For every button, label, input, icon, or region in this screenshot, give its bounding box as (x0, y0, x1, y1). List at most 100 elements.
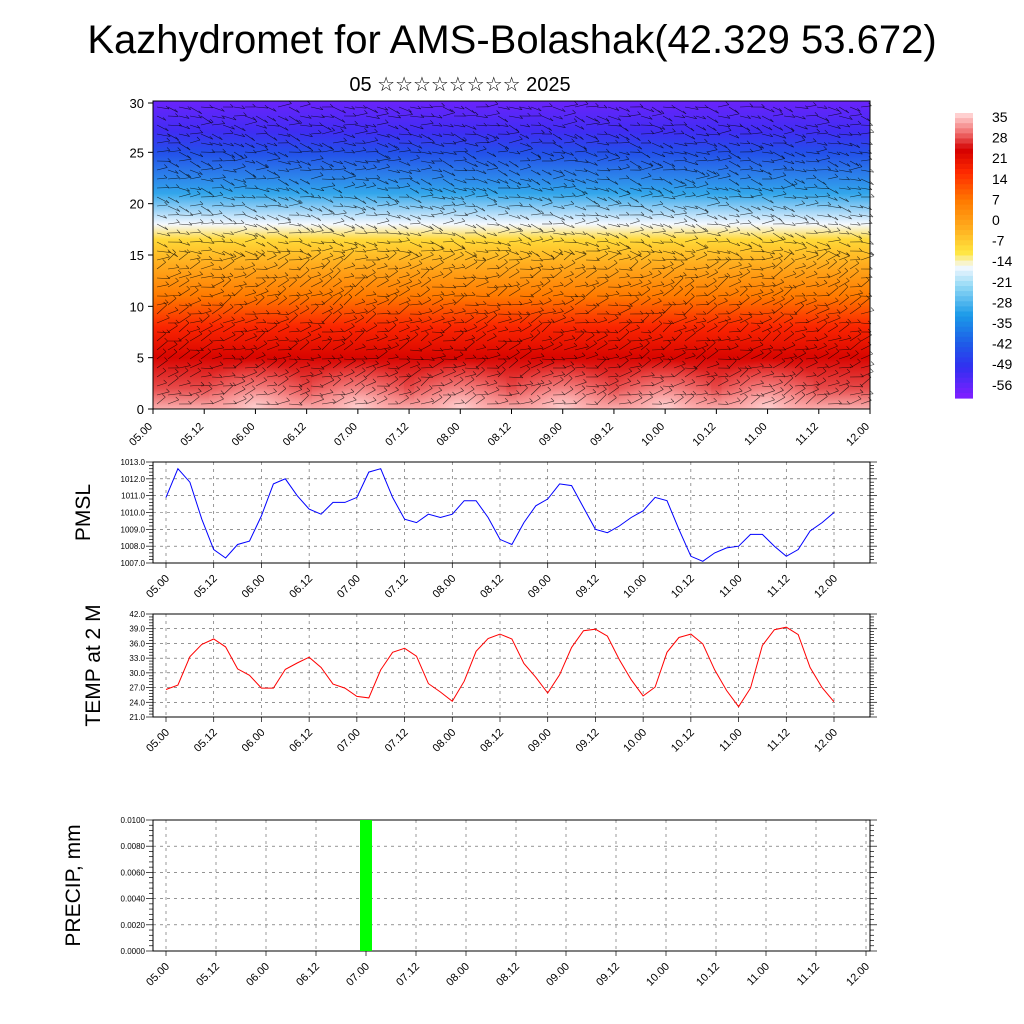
y-axis-label: PMSL (72, 484, 95, 541)
colorbar-swatch (955, 306, 973, 313)
x-tick-label: 10.00 (621, 727, 649, 755)
x-tick-label: 07.12 (383, 421, 411, 449)
y-tick-label: 0.0080 (121, 842, 146, 851)
colorbar-swatch (955, 138, 973, 145)
x-tick-label: 11.00 (717, 573, 744, 600)
colorbar-swatch (955, 347, 973, 353)
colorbar-label: -35 (992, 315, 1012, 331)
x-tick-label: 07.00 (332, 421, 360, 449)
y-tick-label: 0 (137, 402, 144, 417)
x-tick-label: 08.00 (430, 727, 458, 755)
y-tick-label: 0.0000 (121, 947, 146, 956)
x-tick-label: 06.00 (230, 421, 258, 449)
colorbar-label: 21 (992, 150, 1008, 166)
pmsl-series-line (165, 467, 835, 562)
temp-panel: 21.0 24.0 27.0 30.0 33.0 36.0 39.0 42.0 05.00 05.… (82, 604, 877, 755)
colorbar-swatch (955, 148, 973, 155)
colorbar-swatch (955, 270, 973, 277)
y-tick-label: 30.0 (129, 669, 145, 678)
colorbar-swatch (955, 113, 973, 119)
x-tick-label: 07.12 (383, 573, 411, 601)
x-tick-label: 12.00 (844, 961, 872, 989)
y-tick-label: 1009.0 (121, 525, 146, 534)
colorbar-swatch (955, 250, 973, 257)
colorbar-swatch (955, 387, 973, 394)
x-tick-label: 08.12 (478, 727, 506, 755)
x-tick-label: 12.00 (812, 727, 840, 755)
colorbar-swatch (955, 189, 973, 196)
grid (153, 461, 870, 564)
colorbar-swatch (955, 168, 973, 175)
x-tick-label: 10.00 (644, 961, 672, 989)
grid (153, 819, 870, 952)
x-tick-label: 10.12 (669, 727, 697, 755)
colorbar-label: -14 (992, 253, 1012, 269)
x-tick-label: 08.12 (486, 421, 514, 449)
y-tick-label: 5 (137, 351, 144, 366)
colorbar-swatch (955, 331, 973, 338)
colorbar-swatch (955, 128, 973, 134)
colorbar-label: -42 (992, 336, 1012, 352)
y-tick-label: 0.0020 (121, 921, 146, 930)
colorbar-swatch (955, 255, 973, 262)
colorbar-swatch (955, 214, 973, 221)
warm-surface-area (619, 339, 712, 409)
colorbar-label: 0 (992, 212, 1000, 228)
x-tick-label: 07.00 (344, 961, 372, 989)
x-tick-label: 09.00 (526, 573, 554, 601)
colorbar-swatch (955, 336, 973, 343)
x-tick-label: 09.12 (574, 573, 602, 601)
colorbar-swatch (955, 291, 973, 297)
y-tick-label: 1008.0 (121, 542, 146, 551)
x-tick-label: 09.00 (526, 727, 554, 755)
colorbar-swatch (955, 367, 973, 374)
colorbar-swatch (955, 321, 973, 328)
x-tick-label: 05.12 (192, 727, 220, 755)
grid (153, 613, 870, 718)
temp-series-line (165, 626, 835, 708)
plot-frame (152, 819, 871, 952)
x-tick-label: 11.00 (742, 421, 769, 448)
colorbar-swatch (955, 372, 973, 379)
chart-subtitle: 05 ☆☆☆☆☆☆☆☆ 2025 (349, 74, 571, 96)
x-tick-label: 08.12 (494, 961, 522, 989)
colorbar-label: 7 (992, 191, 1000, 207)
x-tick-label: 10.12 (669, 573, 697, 601)
colorbar-label: 28 (992, 130, 1008, 146)
x-tick-label: 08.00 (430, 573, 458, 601)
x-tick-label: 09.12 (594, 961, 622, 989)
x-tick-label: 07.12 (383, 727, 411, 755)
x-tick-label: 10.12 (694, 961, 722, 989)
y-axis-label: TEMP at 2 M (82, 604, 105, 726)
colorbar-label: 14 (992, 171, 1008, 187)
x-tick-label: 08.00 (434, 421, 462, 449)
colorbar-swatch (955, 204, 973, 211)
x-tick-label: 10.00 (639, 421, 667, 449)
colorbar-swatch (955, 296, 973, 302)
colorbar-label: -7 (992, 233, 1005, 249)
colorbar-swatch (955, 224, 973, 231)
colorbar-swatch (955, 133, 973, 140)
x-tick-label: 06.12 (287, 573, 315, 601)
colorbar-swatch (955, 357, 973, 363)
warm-surface-area (311, 339, 404, 409)
y-tick-label: 1011.0 (121, 492, 145, 501)
y-tick-label: 20 (130, 197, 144, 212)
colorbar-swatch (955, 174, 973, 180)
colorbar-swatch (955, 194, 973, 201)
x-tick-label: 05.12 (192, 573, 220, 601)
colorbar: 35 28 21 14 7 0 -7 -14 -21 -28 -35 -42 -49 -56 (955, 109, 1012, 399)
y-tick-label: 1010.0 (121, 509, 146, 518)
x-tick-label: 12.00 (812, 573, 840, 601)
colorbar-swatch (955, 179, 973, 185)
x-tick-label: 06.00 (240, 573, 268, 601)
x-tick-label: 08.12 (478, 573, 506, 601)
colorbar-swatch (955, 230, 973, 236)
y-tick-label: 33.0 (129, 654, 145, 663)
warm-surface-area (516, 339, 609, 409)
x-tick-label: 09.12 (588, 421, 616, 449)
precip-bar (360, 820, 372, 951)
colorbar-swatch (955, 260, 973, 267)
y-tick-label: 1007.0 (121, 559, 146, 568)
